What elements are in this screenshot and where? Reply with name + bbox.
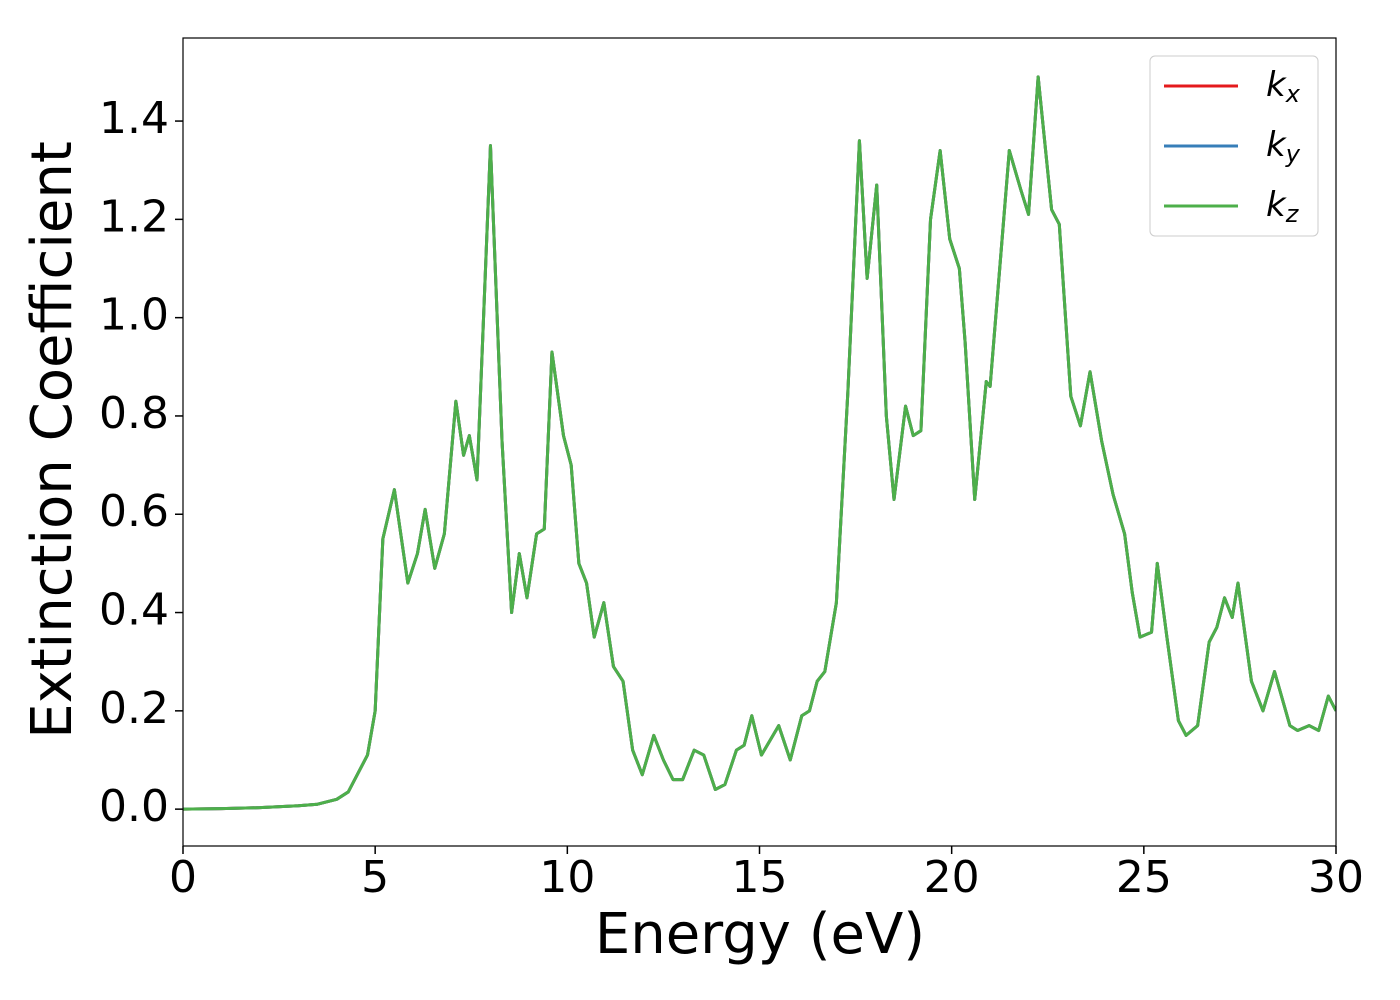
x-tick-label: 10 <box>539 852 595 903</box>
x-tick-label: 0 <box>169 852 197 903</box>
y-tick-label: 0.8 <box>99 388 169 439</box>
y-tick-label: 0.4 <box>99 585 169 636</box>
legend-label: ky <box>1266 125 1301 169</box>
y-tick-label: 1.0 <box>99 290 169 341</box>
y-tick-label: 0.6 <box>99 486 169 537</box>
y-tick-label: 1.4 <box>99 93 169 144</box>
x-tick-label: 15 <box>732 852 788 903</box>
series-line <box>183 75 1336 811</box>
legend-label: kz <box>1266 185 1300 229</box>
x-tick-label: 20 <box>924 852 980 903</box>
y-axis-label: Extinction Coefficient <box>20 141 85 739</box>
plot-frame <box>182 37 1337 847</box>
y-tick-label: 0.0 <box>99 781 169 832</box>
x-tick-label: 30 <box>1308 852 1364 903</box>
x-tick-label: 5 <box>361 852 389 903</box>
legend-label: kx <box>1266 65 1301 109</box>
y-tick-label: 0.2 <box>99 683 169 734</box>
x-tick-label: 25 <box>1116 852 1172 903</box>
x-axis-label: Energy (eV) <box>595 902 925 967</box>
y-tick-label: 1.2 <box>99 191 169 242</box>
